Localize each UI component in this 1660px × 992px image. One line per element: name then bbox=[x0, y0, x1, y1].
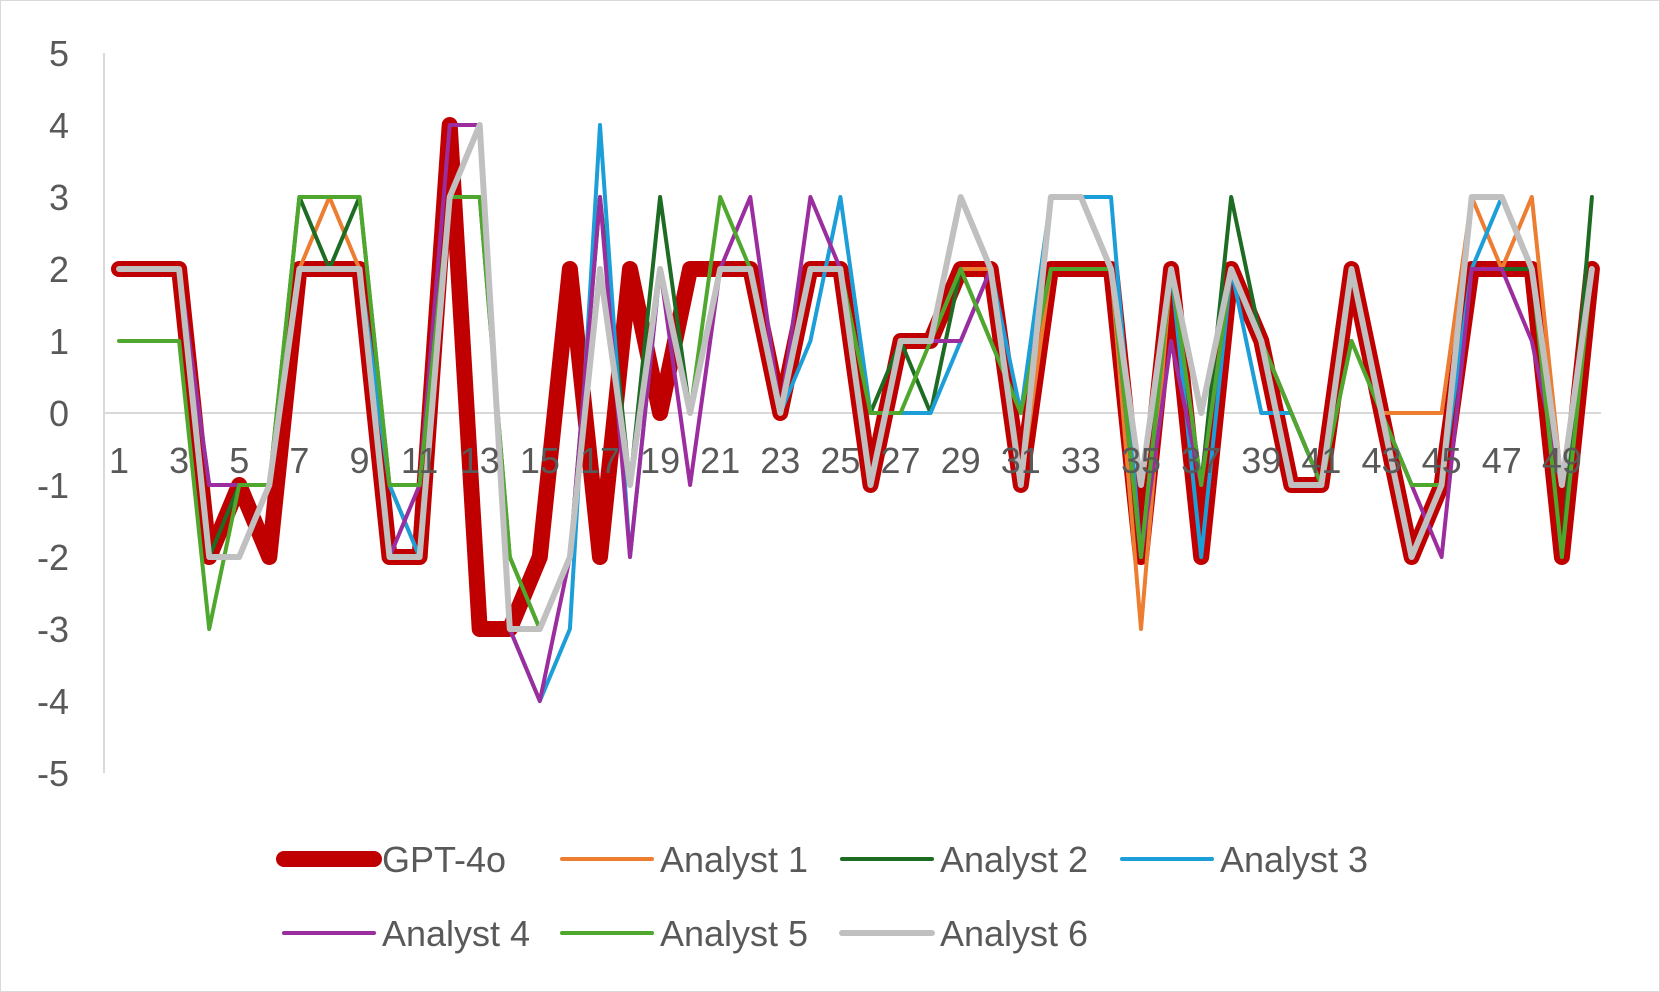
x-tick-label: 1 bbox=[109, 440, 129, 481]
x-tick-label: 17 bbox=[580, 440, 620, 481]
x-tick-label: 35 bbox=[1121, 440, 1161, 481]
legend-label-analyst-5: Analyst 5 bbox=[660, 913, 808, 954]
x-tick-label: 19 bbox=[640, 440, 680, 481]
x-tick-label: 27 bbox=[881, 440, 921, 481]
x-tick-label: 39 bbox=[1241, 440, 1281, 481]
x-tick-label: 49 bbox=[1542, 440, 1582, 481]
y-tick-label: 0 bbox=[49, 393, 69, 434]
x-tick-label: 31 bbox=[1001, 440, 1041, 481]
y-tick-label: 1 bbox=[49, 321, 69, 362]
x-tick-label: 41 bbox=[1301, 440, 1341, 481]
x-tick-label: 47 bbox=[1482, 440, 1522, 481]
legend-label-analyst-1: Analyst 1 bbox=[660, 839, 808, 880]
legend-label-analyst-6: Analyst 6 bbox=[940, 913, 1088, 954]
x-tick-label: 9 bbox=[349, 440, 369, 481]
x-tick-label: 13 bbox=[460, 440, 500, 481]
legend-label-analyst-4: Analyst 4 bbox=[382, 913, 530, 954]
series-line-analyst-5 bbox=[117, 195, 1594, 631]
legend-label-analyst-3: Analyst 3 bbox=[1220, 839, 1368, 880]
y-tick-label: 5 bbox=[49, 33, 69, 74]
y-tick-label: -4 bbox=[37, 681, 69, 722]
legend-label-gpt-4o: GPT-4o bbox=[382, 839, 506, 880]
x-tick-label: 37 bbox=[1181, 440, 1221, 481]
legend-label-analyst-2: Analyst 2 bbox=[940, 839, 1088, 880]
x-tick-label: 3 bbox=[169, 440, 189, 481]
x-tick-label: 21 bbox=[700, 440, 740, 481]
x-tick-labels: 1 3 5 7 9 11 13 15 17 19 21 23 25 27 29 31 33 35 37 39 41 43 4… bbox=[109, 440, 1582, 481]
x-tick-label: 11 bbox=[401, 440, 438, 481]
x-tick-label: 25 bbox=[820, 440, 860, 481]
y-tick-label: 3 bbox=[49, 177, 69, 218]
x-tick-label: 29 bbox=[941, 440, 981, 481]
x-tick-label: 43 bbox=[1361, 440, 1401, 481]
y-tick-label: 4 bbox=[49, 105, 69, 146]
y-tick-label: -2 bbox=[37, 537, 69, 578]
y-tick-label: -5 bbox=[37, 753, 69, 794]
legend: GPT-4o Analyst 1 Analyst 2 Analyst 3 Analyst… bbox=[276, 839, 1368, 954]
y-tick-labels: 5 4 3 2 1 0 -1 -2 -3 -4 -5 bbox=[37, 33, 69, 794]
y-tick-label: -3 bbox=[37, 609, 69, 650]
x-tick-label: 7 bbox=[289, 440, 309, 481]
x-tick-label: 33 bbox=[1061, 440, 1101, 481]
x-tick-label: 5 bbox=[229, 440, 249, 481]
y-tick-label: -1 bbox=[37, 465, 69, 506]
x-tick-label: 23 bbox=[760, 440, 800, 481]
series-line-analyst-6 bbox=[116, 122, 1595, 632]
y-tick-label: 2 bbox=[49, 249, 69, 290]
x-tick-label: 15 bbox=[520, 440, 560, 481]
plot-lines bbox=[111, 117, 1600, 703]
x-tick-label: 45 bbox=[1422, 440, 1462, 481]
